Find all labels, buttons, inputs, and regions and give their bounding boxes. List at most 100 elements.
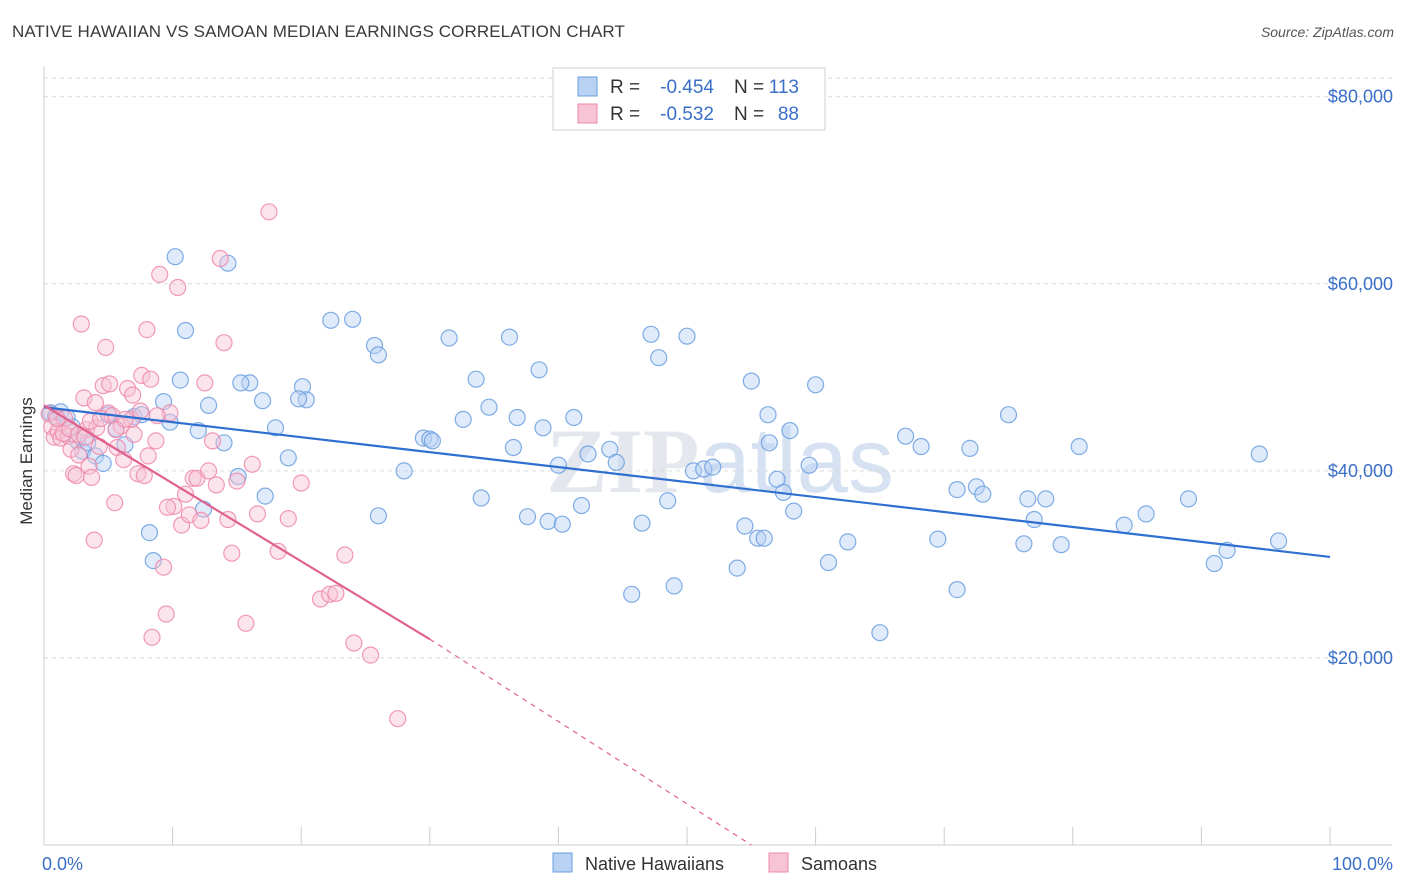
data-point-samoan (88, 419, 106, 437)
trend-line-samoans (43, 404, 431, 641)
data-point-samoan (142, 370, 160, 388)
data-point-samoan (320, 585, 339, 603)
data-point-native-hawaiian (440, 329, 458, 347)
data-point-samoan (116, 410, 134, 428)
data-point-native-hawaiian (1137, 505, 1155, 523)
data-point-native-hawaiian (1015, 535, 1033, 553)
data-point-samoan (237, 614, 255, 632)
data-point-samoan (90, 437, 108, 456)
data-point-samoan (158, 498, 177, 516)
data-point-native-hawaiian (749, 529, 767, 547)
data-point-samoan (389, 710, 407, 728)
legend-n-label: N = (734, 104, 764, 125)
data-point-native-hawaiian (423, 432, 441, 450)
data-point-native-hawaiian (565, 408, 583, 427)
bottom-legend-label: Native Hawaiians (585, 854, 724, 874)
trend-lines (43, 404, 1331, 846)
data-point-native-hawaiian (1070, 437, 1088, 456)
data-point-native-hawaiian (781, 422, 799, 440)
data-point-native-hawaiian (665, 577, 683, 595)
data-point-samoan (292, 474, 310, 492)
data-point-samoan (260, 203, 278, 221)
data-point-samoan (207, 476, 225, 494)
series-samoans (40, 203, 407, 728)
y-tick-labels: $20,000 $40,000 $60,000 $80,000 (1328, 87, 1393, 668)
data-point-samoan (345, 634, 363, 652)
data-point-native-hawaiian (171, 371, 189, 389)
data-point-native-hawaiian (1205, 554, 1223, 573)
data-point-samoan (327, 584, 345, 603)
data-point-samoan (129, 465, 147, 483)
data-point-native-hawaiian (607, 453, 625, 471)
data-point-samoan (147, 432, 165, 450)
data-point-native-hawaiian (912, 437, 930, 456)
legend-r-value: -0.532 (660, 104, 714, 125)
data-point-samoan (169, 278, 187, 297)
legend: R = -0.454 N = 113 R = -0.532 N = 88 (552, 67, 826, 131)
data-point-native-hawaiian (929, 530, 947, 548)
data-point-samoan (248, 505, 267, 523)
data-point-native-hawaiian (742, 372, 760, 390)
data-point-native-hawaiian (241, 374, 259, 392)
grid-lines (44, 77, 1392, 659)
data-point-native-hawaiian (369, 507, 387, 525)
data-point-native-hawaiian (633, 514, 651, 532)
data-point-native-hawaiian (500, 328, 519, 346)
data-point-native-hawaiian (1179, 490, 1198, 508)
data-point-native-hawaiian (759, 406, 777, 424)
data-point-samoan (151, 265, 169, 283)
legend-n-label: N = (734, 77, 764, 98)
data-point-samoan (139, 447, 157, 465)
data-point-native-hawaiian (650, 349, 668, 367)
data-point-samoan (82, 468, 101, 486)
y-tick-label: $40,000 (1328, 461, 1393, 481)
data-point-native-hawaiian (760, 434, 778, 452)
data-point-samoan (131, 402, 149, 420)
data-point-samoan (228, 472, 246, 490)
data-point-native-hawaiian (256, 487, 274, 505)
data-point-samoan (80, 457, 98, 475)
data-point-native-hawaiian (1052, 536, 1070, 554)
y-axis-title: Median Earnings (17, 397, 36, 525)
data-point-samoan (157, 605, 175, 623)
y-tick-label: $20,000 (1328, 648, 1393, 668)
data-point-samoan (192, 511, 210, 530)
data-point-native-hawaiian (144, 551, 162, 570)
data-point-native-hawaiian (704, 458, 722, 476)
data-point-native-hawaiian (140, 523, 159, 542)
data-point-native-hawaiian (472, 489, 490, 507)
data-point-native-hawaiian (948, 481, 966, 499)
data-point-native-hawaiian (1037, 490, 1055, 508)
data-point-samoan (184, 469, 202, 487)
data-point-native-hawaiian (623, 585, 641, 603)
data-point-native-hawaiian (1115, 516, 1133, 534)
legend-swatch (577, 103, 598, 124)
data-point-native-hawaiian (553, 515, 571, 533)
data-point-samoan (311, 590, 330, 608)
data-point-samoan (133, 366, 151, 384)
legend-n-value: 88 (778, 104, 799, 125)
data-point-samoan (85, 531, 103, 549)
data-point-native-hawaiian (871, 624, 889, 642)
data-point-native-hawaiian (1019, 490, 1037, 508)
data-point-native-hawaiian (365, 336, 384, 355)
data-point-native-hawaiian (290, 390, 308, 408)
data-point-samoan (362, 646, 380, 664)
data-point-native-hawaiian (322, 311, 340, 329)
data-point-native-hawaiian (534, 419, 552, 437)
data-point-native-hawaiian (678, 327, 696, 345)
series-native-hawaiians (41, 248, 1288, 642)
x-tick-labels: 0.0% 100.0% (42, 854, 1393, 874)
data-point-native-hawaiian (948, 580, 966, 599)
x-tick-label: 100.0% (1332, 854, 1393, 874)
data-point-samoan (203, 432, 222, 450)
data-point-native-hawaiian (518, 508, 537, 526)
data-point-native-hawaiian (200, 396, 218, 414)
data-point-native-hawaiian (572, 496, 591, 515)
data-point-samoan (143, 628, 161, 646)
data-point-samoan (211, 249, 229, 268)
legend-r-value: -0.454 (660, 77, 714, 98)
bottom-legend-label: Samoans (801, 854, 877, 874)
data-point-samoan (135, 466, 153, 485)
data-point-native-hawaiian (395, 462, 413, 480)
